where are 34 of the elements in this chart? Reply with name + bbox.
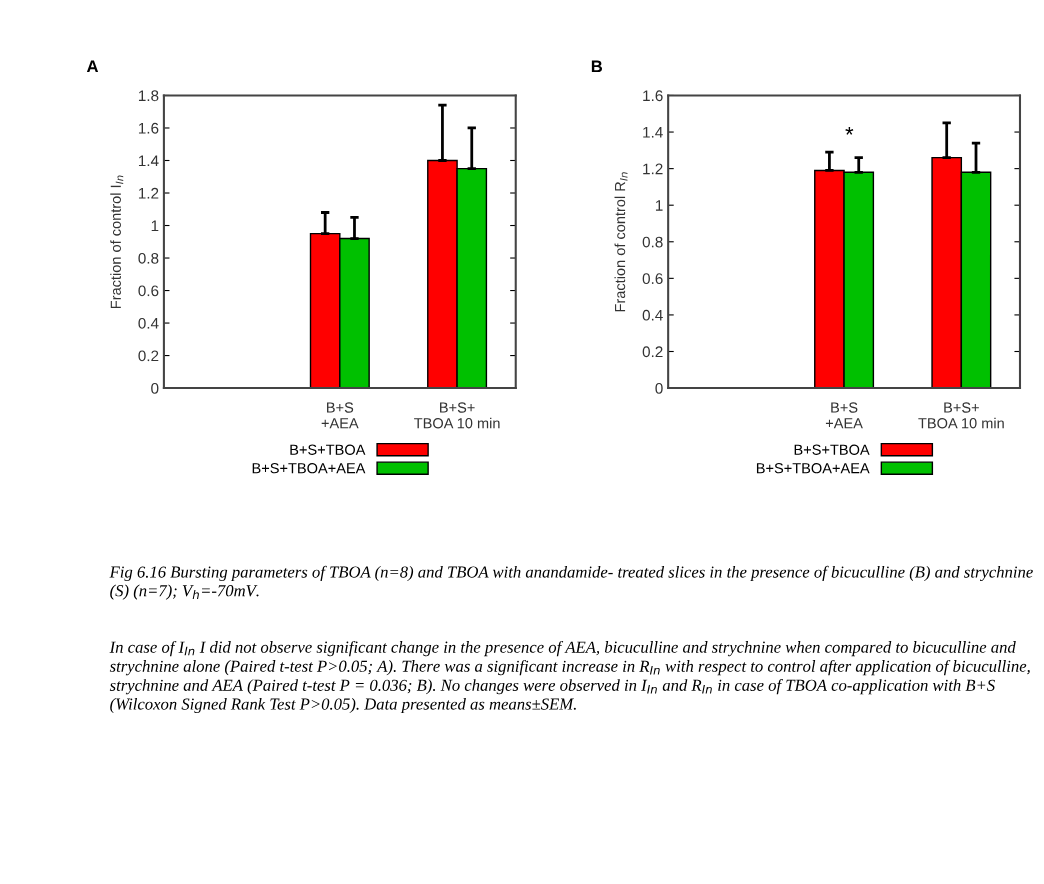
x-tick-label: B+S +AEA [825, 402, 863, 429]
chart-title: B [591, 60, 603, 73]
y-tick-label: 1.4 [138, 155, 159, 167]
y-axis-title: Fraction of control R$_{In}$ [614, 172, 628, 312]
y-tick-label: 0.8 [138, 252, 159, 264]
y-tick-label: 1 [655, 200, 663, 211]
y-tick-label: 0.6 [138, 285, 159, 297]
text: In case of I$_{In}$ I did not observe significant change in the presence of AEA, bicuculline and strychnine when compared to bicuculline and strychnine alone (Paired t-test P>0.05; A). There was a significant increase in R$_{In}$ with respect to control after application of bicuculline, strychnine and AEA (Paired t-test P = 0.036; B). No changes were observed in I$_{In}$ and R$_{In}$ in case of TBOA co-application with B+S (Wilcoxon Signed Rank Test P>0.05). Data presented as means±SEM. [109, 640, 1030, 714]
y-tick-label: 0.8 [642, 236, 663, 248]
y-tick-label: 0.4 [642, 309, 663, 321]
y-tick-label: 0 [655, 382, 663, 394]
caption: Fig 6.16 Bursting parameters of TBOA (n=8) and TBOA with anandamide- treated slices in the presence of bicuculline (B) and strychnine (S) (n=7); V$_{h}$=-70mV. [109, 565, 1033, 600]
annotation: * [845, 126, 854, 135]
y-axis-title: Fraction of control I$_{In}$ [110, 175, 124, 309]
y-tick-label: 1.4 [643, 127, 663, 138]
x-tick-label: B+S+ TBOA 10 min [918, 402, 1004, 429]
y-tick-label: 1 [151, 220, 159, 232]
y-tick-label: 1.6 [643, 90, 663, 102]
y-tick-label: 0 [151, 382, 159, 394]
legend-label: B+S+TBOA+AEA [756, 463, 870, 474]
y-tick-label: 0.2 [642, 346, 663, 358]
legend-label: B+S+TBOA+AEA [252, 463, 366, 474]
chart-title: A [86, 60, 99, 73]
legend-label: B+S+TBOA [290, 444, 366, 455]
y-tick-label: 0.6 [642, 273, 663, 285]
x-tick-label: B+S+ TBOA 10 min [414, 402, 500, 429]
x-tick-label: B+S +AEA [321, 402, 359, 429]
y-tick-label: 1.2 [643, 163, 663, 175]
y-tick-label: 1.6 [138, 122, 159, 134]
y-tick-label: 1.2 [138, 187, 159, 199]
y-tick-label: 0.4 [138, 317, 159, 329]
legend-label: B+S+TBOA [794, 444, 870, 455]
y-tick-label: 1.8 [138, 90, 159, 102]
y-tick-label: 0.2 [138, 350, 159, 362]
